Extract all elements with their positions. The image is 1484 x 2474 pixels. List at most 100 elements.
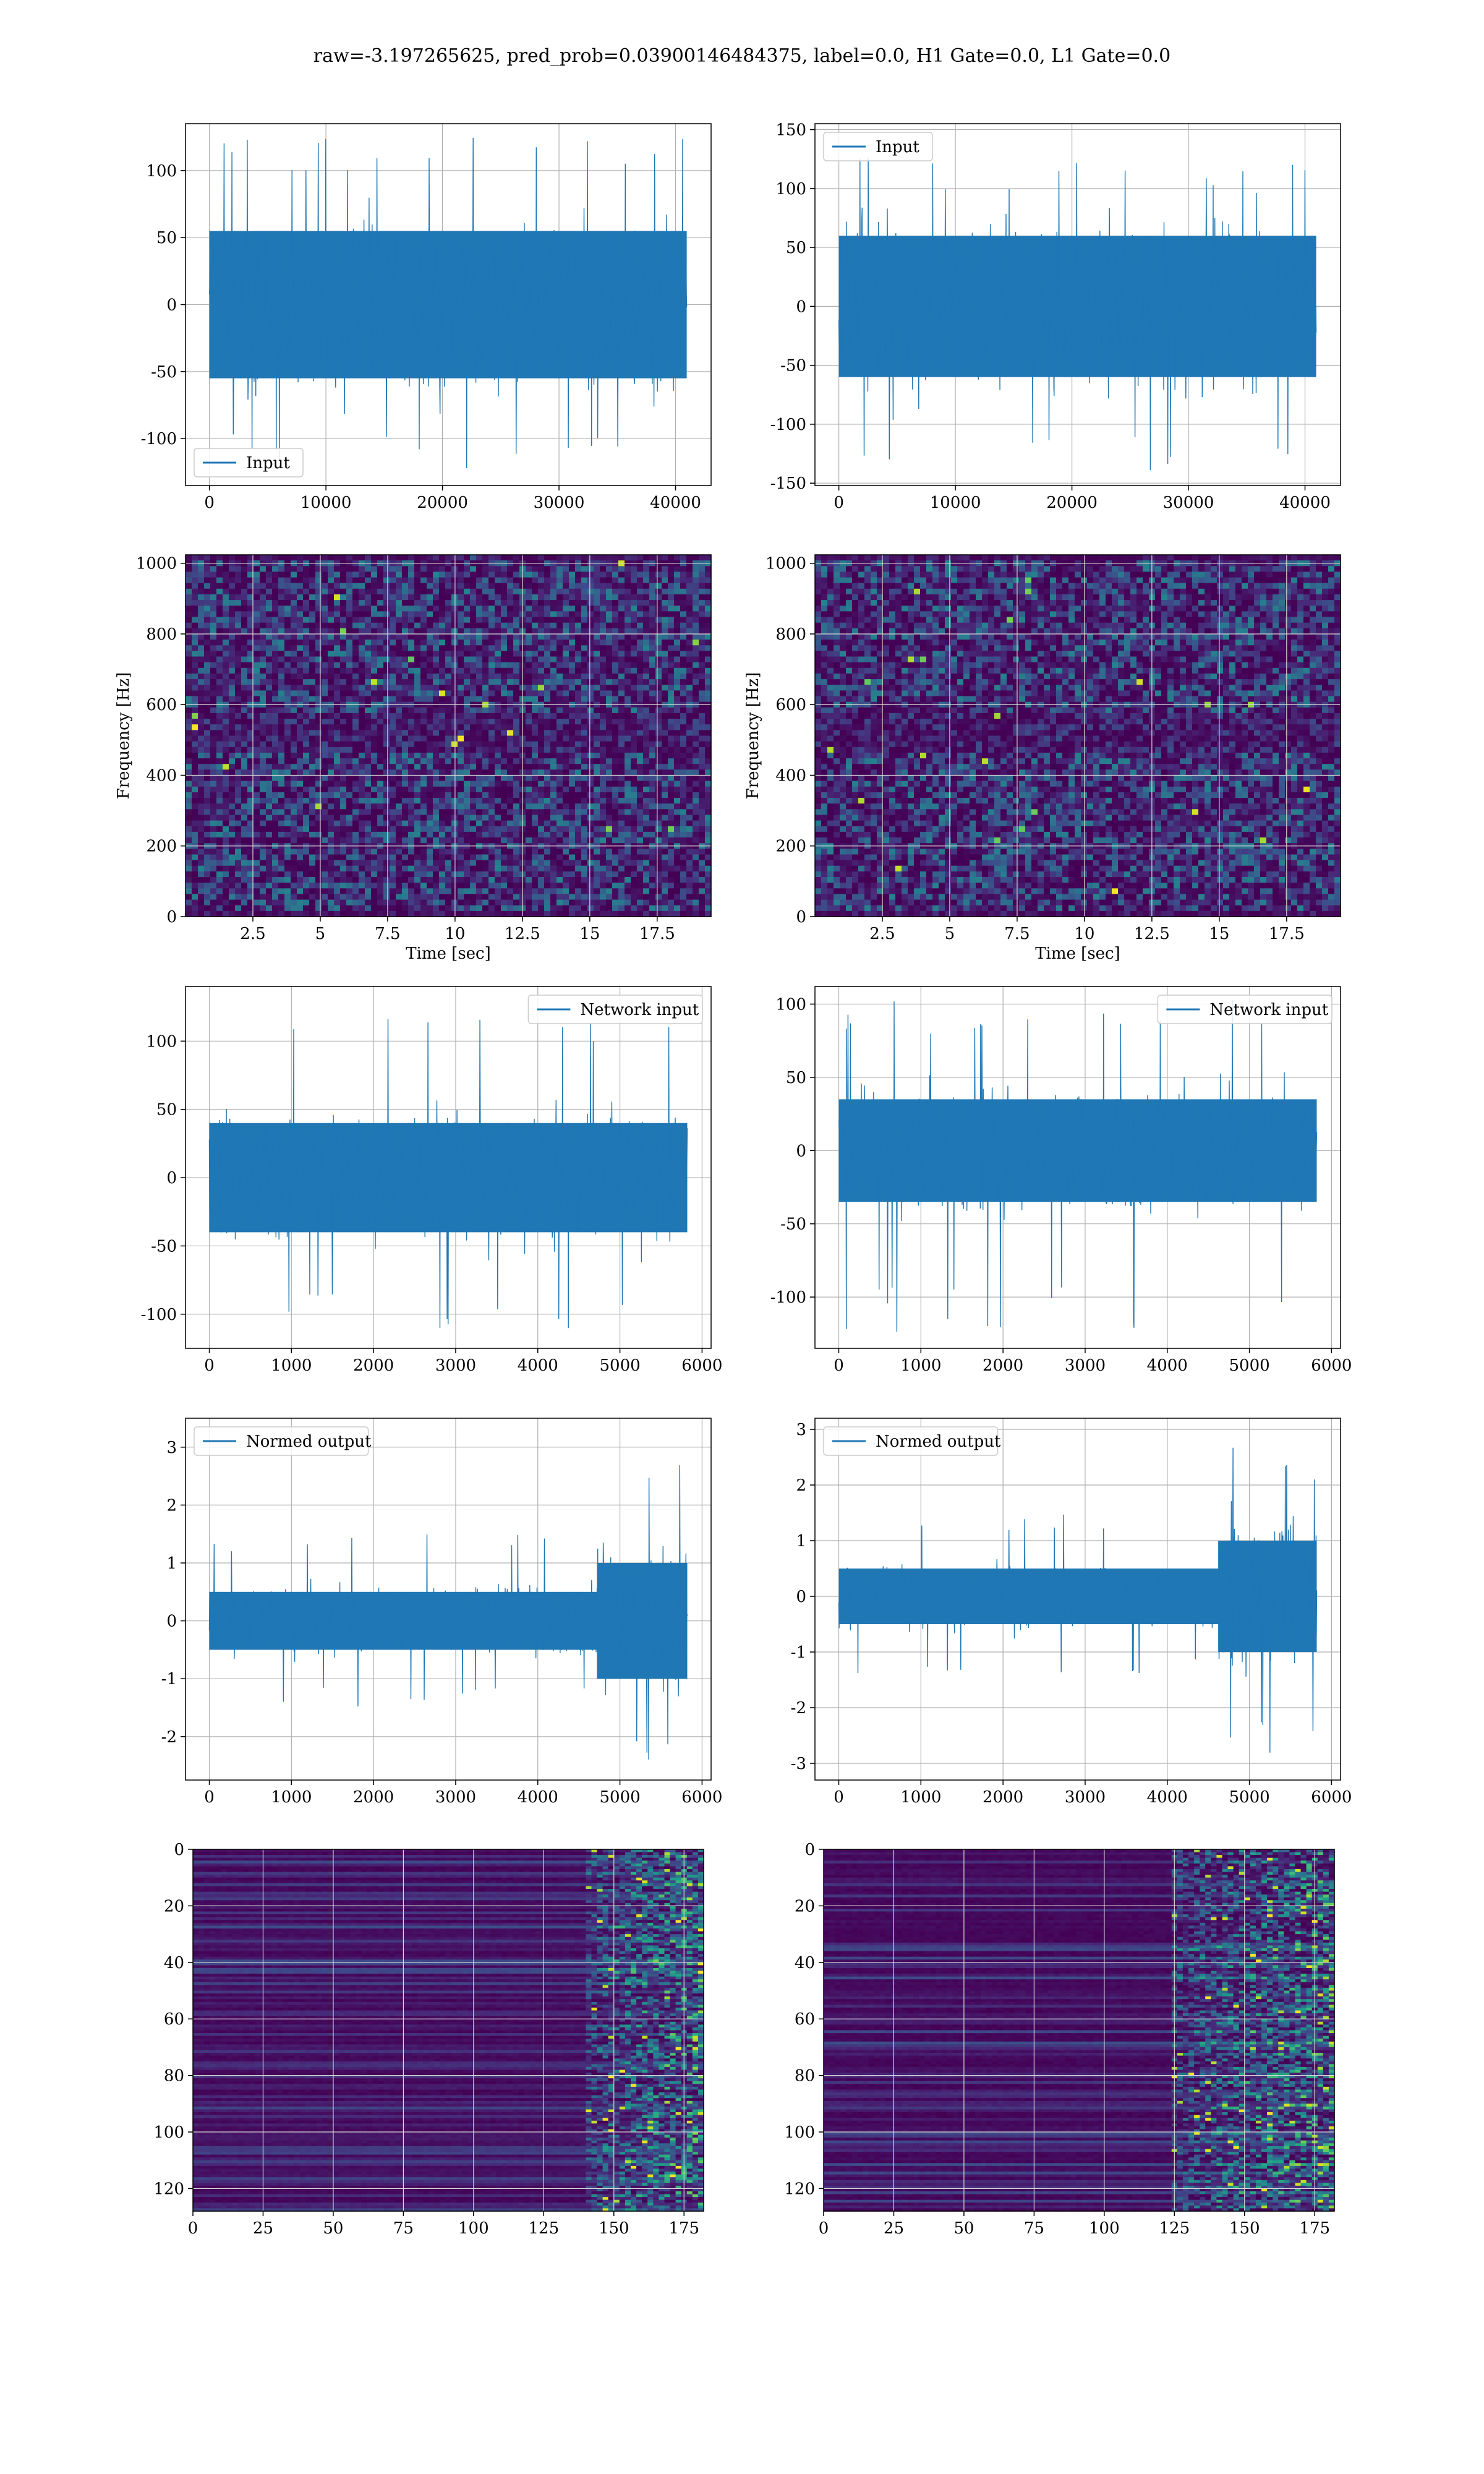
- y-tick-label: 1: [166, 1554, 177, 1573]
- figure-title: raw=-3.197265625, pred_prob=0.0390014648…: [313, 45, 1171, 67]
- axes-frame: [814, 123, 1341, 486]
- legend-box: [194, 1426, 369, 1456]
- y-tick-label: -2: [161, 1728, 177, 1747]
- y-tick-label: -50: [780, 357, 806, 375]
- normed-output-h1-plot: 0 1000 2000 3000 4000 5000 6000 -2 -1 0 1 2 3 Normed …: [161, 1418, 722, 1807]
- y-tick-label: 120: [153, 2180, 184, 2198]
- y-tick-label: -50: [780, 1215, 806, 1234]
- axes-frame: [814, 554, 1341, 917]
- x-tick-label: 0: [834, 494, 844, 512]
- x-tick-label: 50: [323, 2219, 343, 2238]
- grid: [186, 555, 711, 917]
- y-tick-label: 800: [146, 625, 177, 644]
- x-tick-label: 3000: [1065, 1788, 1106, 1807]
- x-tick-label: 4000: [518, 1788, 558, 1807]
- x-tick-label: 125: [1159, 2219, 1190, 2238]
- x-tick-label: 10: [445, 925, 465, 943]
- y-tick-label: 0: [796, 908, 806, 927]
- y-tick-label: 100: [775, 995, 806, 1014]
- feature-map-cells: [193, 1849, 704, 2212]
- axes-frame: [814, 986, 1341, 1349]
- x-tick-label: 0: [834, 1356, 844, 1375]
- x-tick-label: 0: [834, 1788, 844, 1807]
- x-tick-label: 12.5: [505, 925, 540, 943]
- axes-frame: [823, 1849, 1335, 2212]
- spectrogram-cells: [186, 555, 712, 917]
- x-tick-label: 1000: [900, 1788, 941, 1807]
- x-tick-label: 5000: [1229, 1356, 1269, 1375]
- legend: Input: [194, 448, 304, 477]
- y-tick-label: 0: [166, 1169, 177, 1188]
- x-tick-label: 100: [1089, 2219, 1120, 2238]
- y-tick-label: 50: [786, 239, 806, 257]
- y-tick-label: 800: [775, 625, 806, 644]
- x-axis-label: Time [sec]: [1035, 944, 1120, 963]
- x-tick-label: 0: [204, 1788, 215, 1807]
- y-tick-label: 40: [164, 1954, 184, 1972]
- axes-frame: [185, 123, 712, 486]
- legend-label: Network input: [580, 1001, 699, 1019]
- x-tick-label: 25: [884, 2219, 904, 2238]
- series-line: [208, 1019, 688, 1329]
- x-tick-label: 75: [1024, 2219, 1044, 2238]
- y-tick-label: -1: [161, 1670, 177, 1689]
- x-tick-label: 2000: [983, 1356, 1023, 1375]
- spectrogram-cells: [815, 555, 1341, 917]
- x-tick-label: 30000: [534, 494, 585, 512]
- legend: Normed output: [823, 1426, 1001, 1456]
- x-tick-label: 12.5: [1134, 925, 1170, 943]
- y-tick-label: 40: [795, 1954, 815, 1972]
- y-tick-label: 20: [795, 1897, 815, 1915]
- legend-box: [823, 132, 933, 161]
- axes-frame: [185, 554, 712, 917]
- y-tick-label: -50: [151, 363, 177, 382]
- series-line: [838, 999, 1318, 1332]
- x-tick-label: 6000: [681, 1356, 722, 1375]
- feature-map-cells: [824, 1849, 1335, 2212]
- legend: Network input: [527, 995, 703, 1024]
- x-tick-label: 5000: [1229, 1788, 1269, 1807]
- y-tick-label: -100: [770, 416, 806, 434]
- y-tick-label: 100: [775, 180, 806, 199]
- x-tick-label: 6000: [1311, 1356, 1352, 1375]
- x-tick-label: 175: [668, 2219, 699, 2238]
- y-tick-label: 2: [166, 1496, 177, 1515]
- legend-label: Normed output: [876, 1432, 1001, 1451]
- x-tick-label: 10: [1074, 925, 1094, 943]
- y-tick-label: 0: [174, 1841, 184, 1859]
- x-tick-label: 17.5: [639, 925, 675, 943]
- x-tick-label: 15: [579, 925, 600, 943]
- y-tick-label: 0: [796, 1588, 806, 1606]
- x-tick-label: 7.5: [375, 925, 400, 943]
- y-tick-label: 0: [804, 1841, 815, 1859]
- y-tick-label: 120: [784, 2180, 815, 2198]
- series-line: [838, 158, 1317, 471]
- spectrogram-h1-plot: 2.5 5 7.5 10 12.5 15 17.5 0 200 400 600 800 1000 Time…: [114, 554, 712, 963]
- x-tick-label: 1000: [271, 1788, 312, 1807]
- y-tick-label: 20: [164, 1897, 184, 1915]
- axes-frame: [192, 1849, 704, 2212]
- x-tick-label: 2.5: [869, 925, 895, 943]
- normed-output-l1-plot: 0 1000 2000 3000 4000 5000 6000 -3 -2 -1 0 1 2 3 Norme…: [791, 1418, 1352, 1807]
- y-tick-label: -150: [770, 474, 806, 493]
- network-input-l1-plot: 0 1000 2000 3000 4000 5000 6000 -100 -50 0 50 100 Ne…: [770, 986, 1352, 1375]
- y-tick-label: -100: [141, 430, 177, 448]
- axes-frame: [185, 1418, 712, 1781]
- legend-label: Network input: [1209, 1001, 1328, 1019]
- grid: [815, 555, 1341, 917]
- y-tick-label: 50: [156, 1101, 177, 1119]
- x-tick-label: 2000: [983, 1788, 1023, 1807]
- y-tick-label: 100: [146, 162, 177, 181]
- grid: [824, 1849, 1334, 2211]
- x-tick-label: 0: [188, 2219, 198, 2238]
- x-tick-label: 4000: [518, 1356, 558, 1375]
- legend-label: Input: [876, 138, 919, 156]
- x-tick-label: 0: [204, 494, 215, 512]
- x-tick-label: 10000: [930, 494, 981, 512]
- spectrogram-l1-plot: 2.5 5 7.5 10 12.5 15 17.5 0 200 400 600 800 1000 Time…: [744, 554, 1341, 963]
- y-tick-label: 600: [775, 696, 806, 714]
- x-tick-label: 25: [253, 2219, 273, 2238]
- y-tick-label: -1: [791, 1643, 806, 1662]
- x-tick-label: 15: [1209, 925, 1229, 943]
- series-line: [208, 137, 688, 469]
